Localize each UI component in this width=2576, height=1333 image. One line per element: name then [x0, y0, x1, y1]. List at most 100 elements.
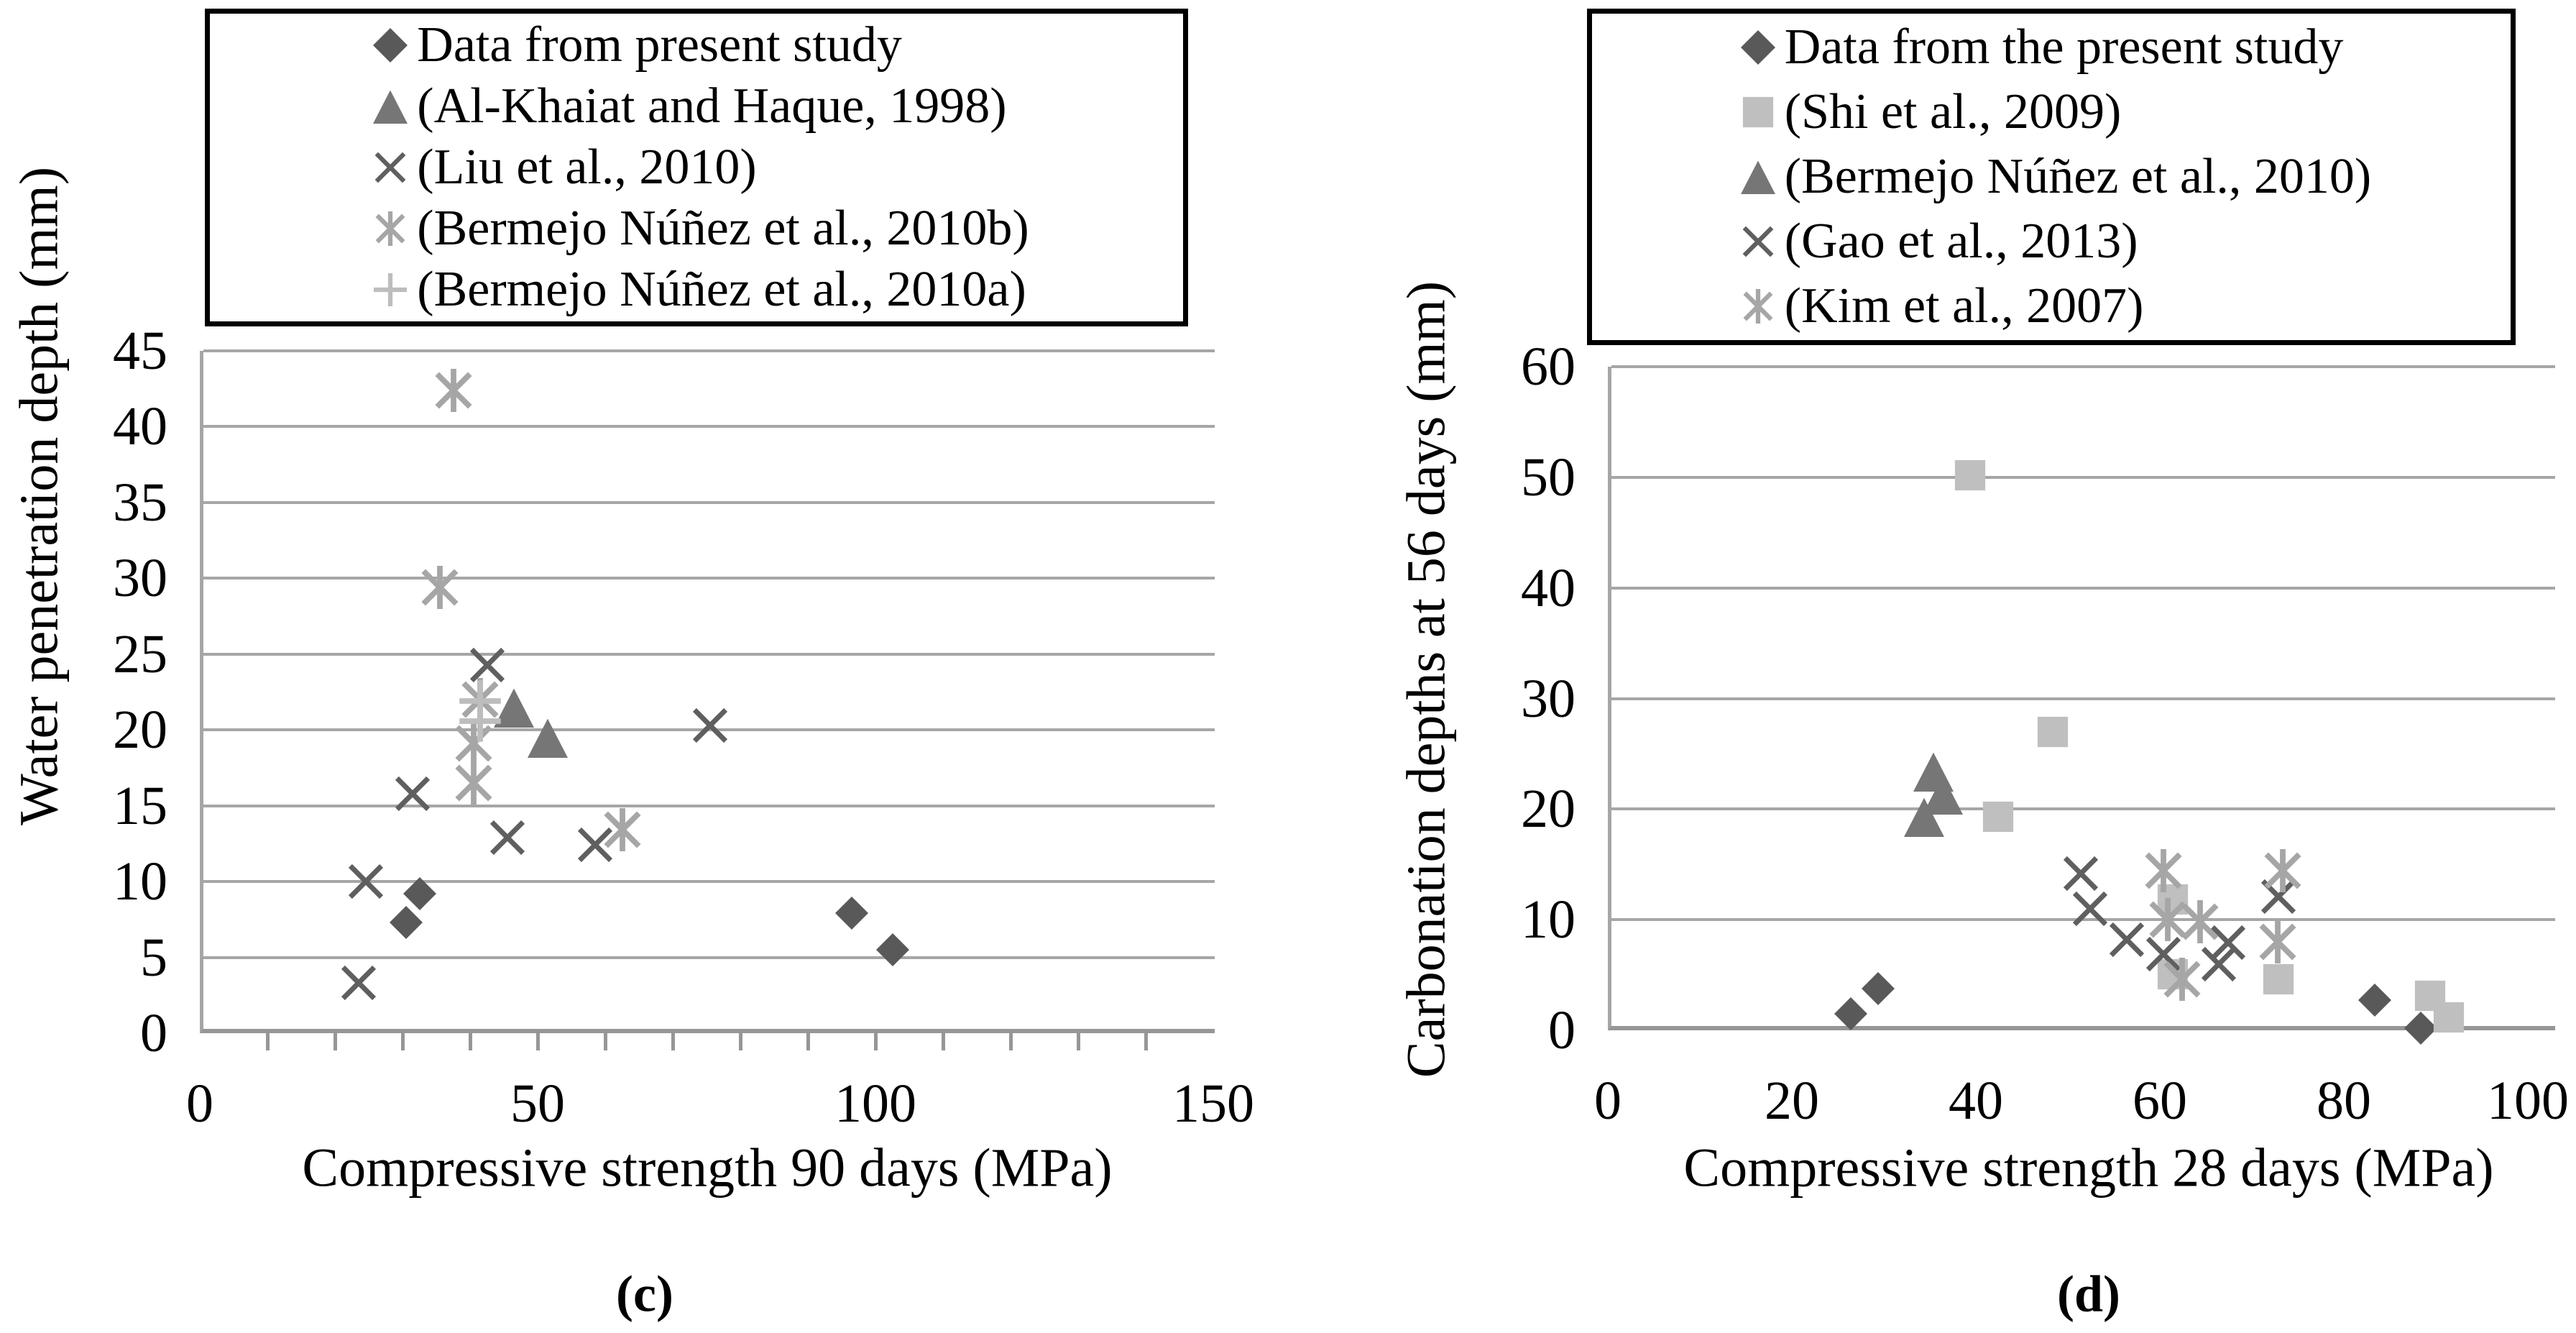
gridline: [203, 577, 1215, 580]
data-point-square: [1981, 800, 2015, 834]
legend-label: (Kim et al., 2007): [1784, 278, 2144, 334]
legend-label: Data from the present study: [1784, 19, 2344, 75]
gridline: [203, 652, 1215, 656]
legend-label: (Shi et al., 2009): [1784, 84, 2122, 139]
x-tick-label: 20: [1765, 1071, 1819, 1131]
data-point-asterisk: [2142, 849, 2185, 893]
diamond-marker-icon: [364, 28, 417, 63]
data-point-asterisk: [2179, 900, 2222, 944]
data-point-plus: [459, 700, 502, 743]
gridline: [1611, 918, 2555, 922]
x-tick-label: 60: [2133, 1071, 2187, 1131]
data-point-asterisk: [2256, 920, 2299, 963]
x-axis-title: Compressive strength 90 days (MPa): [302, 1137, 1113, 1199]
y-tick-label: 0: [140, 1003, 167, 1063]
data-point-x: [488, 818, 527, 857]
data-point-diamond: [2404, 1011, 2438, 1045]
data-point-asterisk: [432, 368, 475, 412]
legend-label: (Gao et al., 2013): [1784, 214, 2138, 269]
x-minor-tick: [604, 1033, 607, 1050]
gridline: [203, 349, 1215, 352]
asterisk-marker-icon: [1731, 289, 1785, 324]
legend-item: (Al-Khaiat and Haque, 1998): [364, 76, 1029, 137]
data-point-x: [576, 825, 615, 864]
y-tick-label: 20: [113, 700, 167, 761]
x-tick-label: 100: [834, 1073, 916, 1134]
data-point-x: [393, 774, 432, 813]
x-minor-tick: [266, 1033, 270, 1050]
x-marker-icon: [364, 150, 417, 185]
legend-box-c: Data from present study (Al-Khaiat and H…: [205, 9, 1188, 326]
x-axis-title: Compressive strength 28 days (MPa): [1683, 1137, 2494, 1199]
y-tick-label: 10: [1521, 889, 1576, 950]
legend-label: (Bermejo Núñez et al., 2010): [1784, 149, 2372, 204]
y-tick-label: 50: [1521, 446, 1576, 508]
gridline: [203, 956, 1215, 959]
legend-item: Data from the present study: [1731, 15, 2371, 80]
y-axis-title: Carbonation depths at 56 days (mm): [1396, 280, 1457, 1078]
y-tick-label: 15: [113, 775, 167, 836]
plot-area-c: [200, 349, 1215, 1033]
y-tick-label: 40: [1521, 557, 1576, 618]
data-point-diamond: [2358, 984, 2392, 1017]
x-minor-tick: [1009, 1033, 1013, 1050]
data-point-x: [468, 646, 507, 684]
legend-item: (Kim et al., 2007): [1731, 274, 2371, 339]
gridline: [203, 804, 1215, 807]
legend-item: (Shi et al., 2009): [1731, 80, 2371, 145]
data-point-x: [2071, 889, 2110, 928]
data-point-x: [2209, 923, 2248, 962]
data-point-x: [2199, 945, 2238, 984]
legend-item: (Liu et al., 2010): [364, 137, 1029, 198]
legend-item: (Bermejo Núñez et al., 2010b): [364, 198, 1029, 260]
data-point-x: [2107, 920, 2146, 959]
data-point-diamond: [402, 876, 436, 910]
data-point-x: [691, 706, 730, 745]
data-point-x: [2061, 854, 2100, 893]
x-minor-tick: [942, 1033, 945, 1050]
legend-item: (Bermejo Núñez et al., 2010a): [364, 260, 1029, 321]
triangle-marker-icon: [1731, 160, 1785, 194]
legend-label: (Bermejo Núñez et al., 2010b): [417, 201, 1029, 256]
x-minor-tick: [671, 1033, 675, 1050]
data-point-triangle: [1922, 774, 1963, 815]
x-minor-tick: [1077, 1033, 1080, 1050]
asterisk-marker-icon: [364, 211, 417, 246]
x-tick-label: 0: [186, 1073, 213, 1134]
y-tick-label: 35: [113, 472, 167, 533]
y-tick-label: 45: [113, 321, 167, 381]
x-tick-label: 80: [2317, 1071, 2371, 1131]
legend-item: Data from present study: [364, 15, 1029, 76]
legend-items-c: Data from present study (Al-Khaiat and H…: [364, 15, 1029, 321]
panel-label-d: (d): [2057, 1265, 2120, 1323]
x-tick-label: 40: [1949, 1071, 2003, 1131]
x-minor-tick: [1144, 1033, 1148, 1050]
data-point-asterisk: [418, 565, 461, 609]
square-marker-icon: [1731, 95, 1785, 129]
data-point-asterisk: [2161, 958, 2204, 1002]
x-minor-tick: [334, 1033, 337, 1050]
x-tick-label: 100: [2487, 1071, 2569, 1131]
legend-label: (Bermejo Núñez et al., 2010a): [417, 262, 1026, 317]
gridline: [203, 500, 1215, 504]
data-point-triangle: [1904, 797, 1945, 838]
triangle-marker-icon: [364, 89, 417, 124]
y-tick-label: 20: [1521, 779, 1576, 840]
data-point-square: [2432, 1000, 2466, 1035]
plot-area-d: [1608, 365, 2555, 1045]
y-tick-label: 30: [1521, 668, 1576, 729]
gridline: [1611, 365, 2555, 368]
legend-label: (Liu et al., 2010): [417, 139, 757, 195]
gridline: [1611, 475, 2555, 479]
x-tick-label: 150: [1172, 1073, 1254, 1134]
x-tick-label: 50: [510, 1073, 565, 1134]
y-tick-label: 40: [113, 396, 167, 457]
x-minor-tick: [739, 1033, 742, 1050]
y-tick-label: 0: [1548, 1000, 1576, 1061]
x-minor-tick: [874, 1033, 878, 1050]
data-point-triangle: [528, 718, 569, 758]
data-point-diamond: [1834, 997, 1867, 1030]
legend-box-d: Data from the present study (Shi et al.,…: [1587, 9, 2516, 345]
